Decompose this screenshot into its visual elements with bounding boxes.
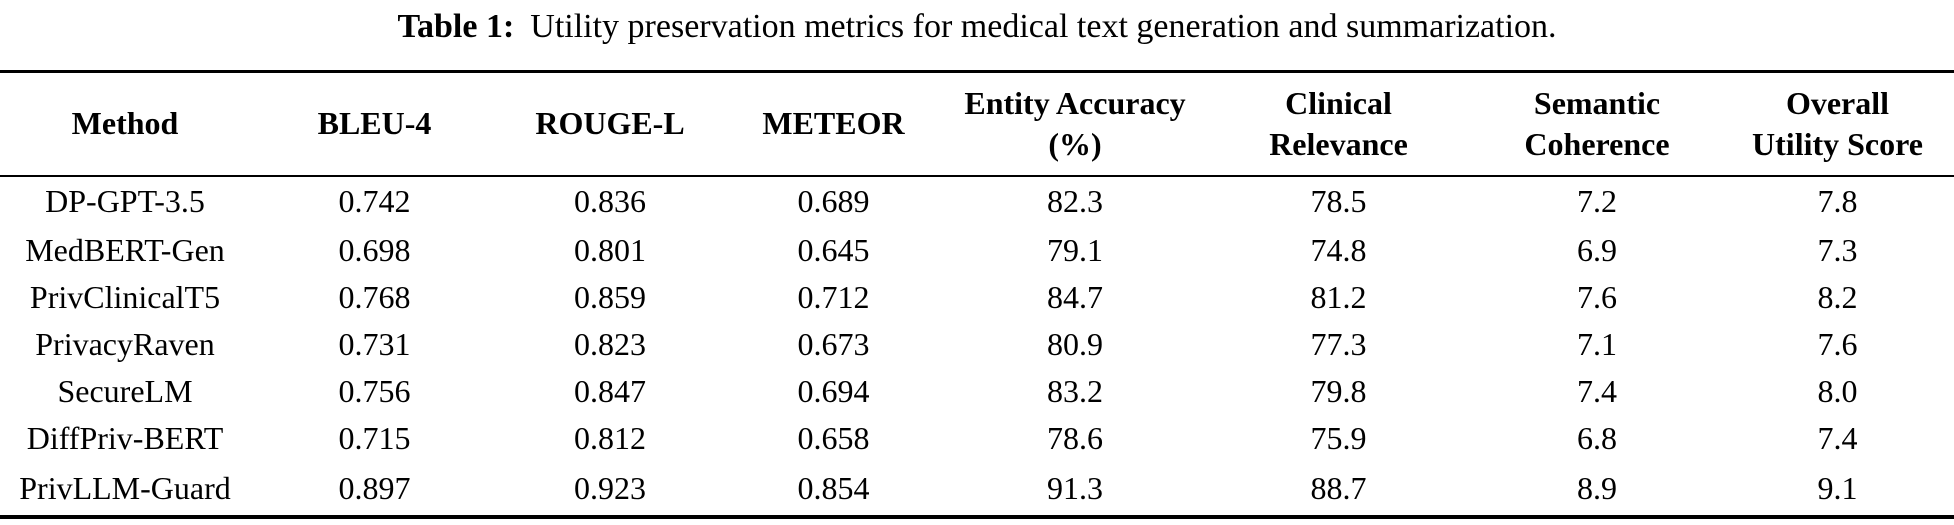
table-caption: Table 1: Utility preservation metrics for… (0, 5, 1954, 49)
value-cell: 0.768 (338, 278, 411, 315)
table-body: DP-GPT-3.5 0.742 0.836 0.689 82.3 78.5 7.2 7.8 M… (0, 176, 1954, 517)
table-row: DP-GPT-3.5 0.742 0.836 0.689 82.3 78.5 7.2 7.8 (0, 176, 1954, 227)
column-header-overall-utility: Overall Utility Score (1721, 71, 1954, 177)
table-row: SecureLM 0.756 0.847 0.694 83.2 79.8 7.4 8.0 (0, 368, 1954, 415)
value-cell: 7.6 (1817, 325, 1858, 362)
column-header-method: Method (0, 71, 250, 177)
value-cell: 7.6 (1577, 278, 1617, 315)
value-cell: 0.694 (797, 372, 870, 409)
value-cell: 0.859 (574, 278, 646, 315)
value-cell: 74.8 (1310, 231, 1367, 268)
value-cell: 0.854 (797, 469, 870, 506)
value-cell: 0.731 (338, 325, 411, 362)
column-header-clinical-relevance: Clinical Relevance (1204, 71, 1473, 177)
header-line: Entity Accuracy (964, 84, 1186, 121)
table-row: PrivacyRaven 0.731 0.823 0.673 80.9 77.3 7.1 7.… (0, 321, 1954, 368)
table-header-row: Method BLEU-4 ROUGE-L METEOR Entity Accu… (0, 71, 1954, 177)
value-cell: 0.847 (574, 372, 646, 409)
value-cell: 0.801 (574, 231, 646, 268)
value-cell: 7.8 (1817, 183, 1858, 219)
value-cell: 79.8 (1310, 372, 1367, 409)
value-cell: 9.1 (1817, 469, 1858, 506)
value-cell: 6.9 (1577, 231, 1617, 268)
results-table: Method BLEU-4 ROUGE-L METEOR Entity Accu… (0, 70, 1954, 519)
value-cell: 7.4 (1817, 419, 1858, 456)
value-cell: 78.6 (1047, 419, 1103, 456)
method-cell: PrivLLM-Guard (19, 469, 231, 506)
value-cell: 81.2 (1310, 278, 1367, 315)
header-line: Coherence (1524, 125, 1670, 162)
table-row: MedBERT-Gen 0.698 0.801 0.645 79.1 74.8 6.9 7.3 (0, 227, 1954, 274)
value-cell: 0.673 (797, 325, 870, 362)
value-cell: 0.645 (797, 231, 870, 268)
paper-table-figure: Table 1: Utility preservation metrics for… (0, 5, 1954, 525)
header-line: ROUGE-L (535, 105, 685, 142)
method-cell: DP-GPT-3.5 (45, 183, 205, 219)
value-cell: 82.3 (1047, 183, 1103, 219)
method-cell: PrivacyRaven (35, 325, 215, 362)
value-cell: 0.923 (574, 469, 646, 506)
value-cell: 0.689 (797, 183, 870, 219)
value-cell: 7.3 (1817, 231, 1858, 268)
value-cell: 0.823 (574, 325, 646, 362)
table-caption-text: Utility preservation metrics for medical… (530, 8, 1557, 45)
value-cell: 6.8 (1577, 419, 1617, 456)
table-row: PrivClinicalT5 0.768 0.859 0.712 84.7 81.2 7.6… (0, 274, 1954, 321)
value-cell: 0.742 (338, 183, 411, 219)
value-cell: 0.836 (574, 183, 646, 219)
header-line: Relevance (1269, 125, 1408, 162)
method-cell: MedBERT-Gen (25, 231, 225, 268)
method-cell: DiffPriv-BERT (26, 419, 224, 456)
column-header-semantic-coherence: Semantic Coherence (1473, 71, 1721, 177)
table-row: DiffPriv-BERT 0.715 0.812 0.658 78.6 75.9 6.8 7… (0, 415, 1954, 462)
header-line: Semantic (1533, 84, 1661, 121)
table-row: PrivLLM-Guard 0.897 0.923 0.854 91.3 88.7 8.9 9… (0, 462, 1954, 517)
value-cell: 7.2 (1577, 183, 1617, 219)
value-cell: 84.7 (1047, 278, 1103, 315)
header-line: Overall (1785, 84, 1890, 121)
header-line: Utility Score (1752, 125, 1923, 162)
value-cell: 77.3 (1310, 325, 1367, 362)
header-line: Clinical (1285, 84, 1392, 121)
value-cell: 0.812 (574, 419, 646, 456)
column-header-meteor: METEOR (721, 71, 946, 177)
value-cell: 83.2 (1047, 372, 1103, 409)
value-cell: 0.712 (797, 278, 870, 315)
column-header-entity-accuracy: Entity Accuracy (%) (946, 71, 1204, 177)
header-line: Method (71, 105, 179, 142)
value-cell: 0.897 (338, 469, 411, 506)
value-cell: 0.715 (338, 419, 411, 456)
column-header-bleu4: BLEU-4 (250, 71, 499, 177)
value-cell: 91.3 (1047, 469, 1103, 506)
value-cell: 8.9 (1577, 469, 1617, 506)
header-line: (%) (1048, 125, 1102, 162)
method-cell: PrivClinicalT5 (29, 278, 221, 315)
table-caption-label: Table 1: (397, 8, 515, 45)
header-line: BLEU-4 (317, 105, 432, 142)
method-cell: SecureLM (57, 372, 193, 409)
value-cell: 0.756 (338, 372, 411, 409)
column-header-rougel: ROUGE-L (499, 71, 721, 177)
value-cell: 0.698 (338, 231, 411, 268)
value-cell: 80.9 (1047, 325, 1103, 362)
header-line: METEOR (762, 105, 905, 142)
value-cell: 8.0 (1817, 372, 1858, 409)
value-cell: 88.7 (1310, 469, 1367, 506)
value-cell: 79.1 (1047, 231, 1103, 268)
value-cell: 7.1 (1577, 325, 1617, 362)
value-cell: 78.5 (1310, 183, 1367, 219)
value-cell: 0.658 (797, 419, 870, 456)
value-cell: 75.9 (1310, 419, 1367, 456)
value-cell: 7.4 (1577, 372, 1617, 409)
value-cell: 8.2 (1817, 278, 1858, 315)
